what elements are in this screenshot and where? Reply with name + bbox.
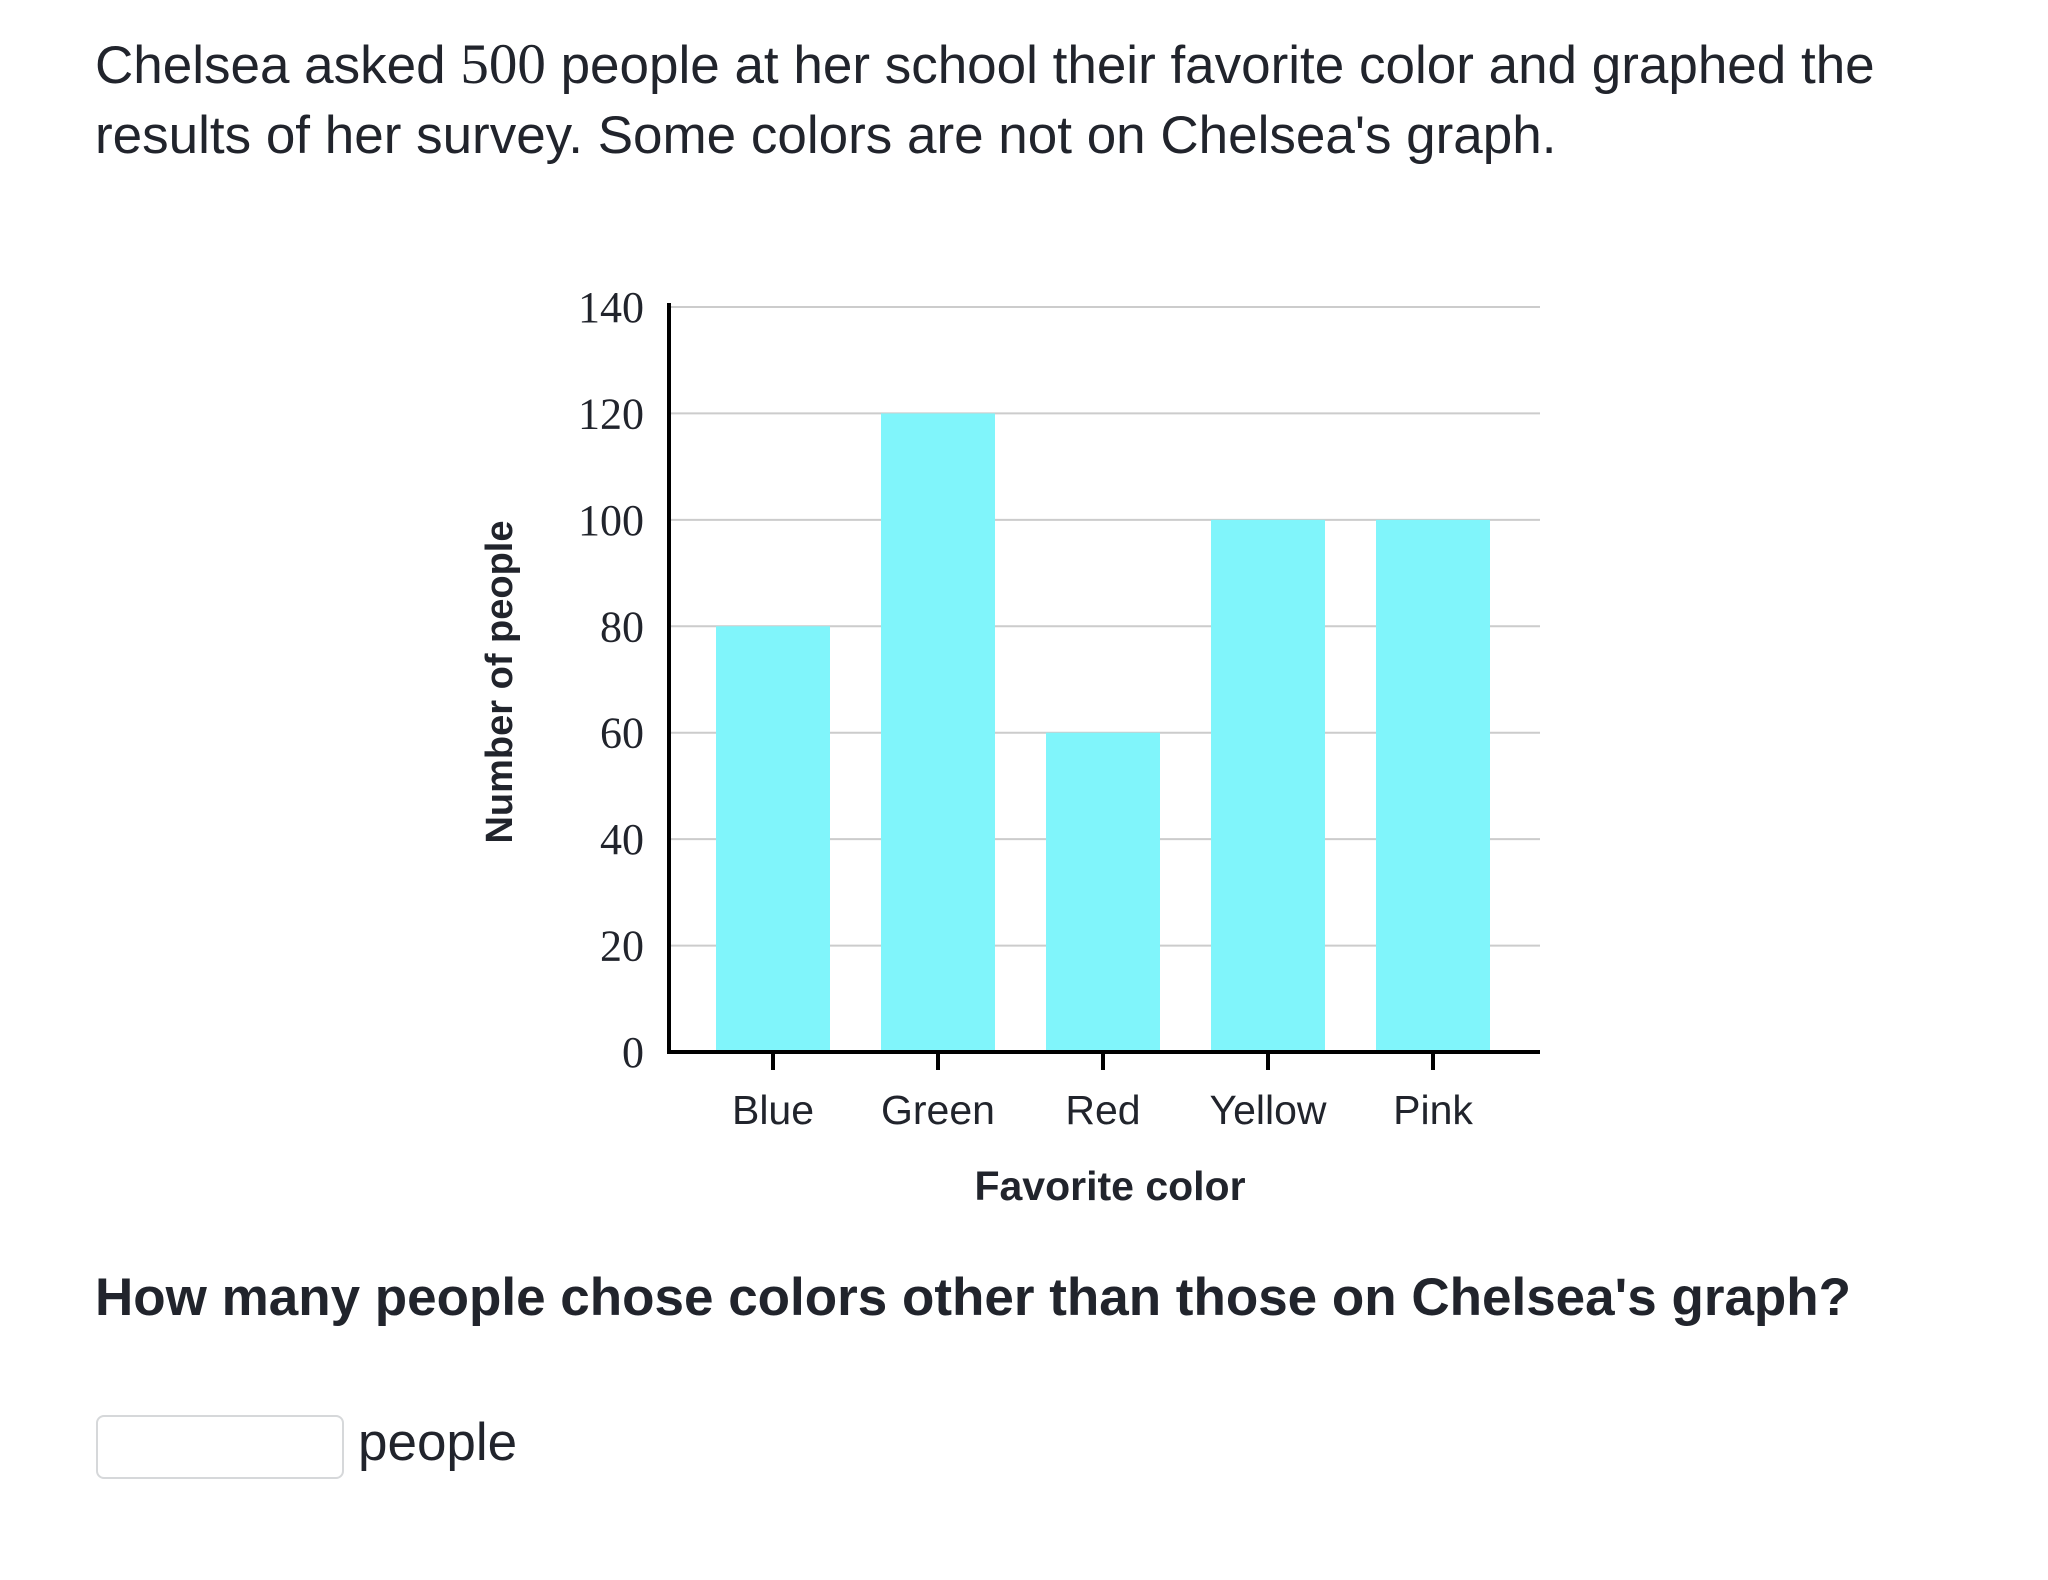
problem-statement: Chelsea asked 500 people at her school t…: [95, 30, 1995, 171]
problem-text-start: Chelsea asked: [95, 36, 461, 95]
y-tick-label: 100: [578, 496, 644, 545]
total-people-number: 500: [460, 33, 546, 96]
x-tick-label: Red: [1065, 1087, 1140, 1133]
x-axis-title: Favorite color: [974, 1163, 1245, 1209]
y-tick-label: 0: [622, 1028, 644, 1077]
y-tick-label: 40: [600, 815, 644, 864]
bar-red: [1046, 732, 1160, 1052]
y-tick-label: 140: [578, 283, 644, 332]
bar-chart: 0 20 40 60 80 100 120 140 Blue Green Red Yellow Pink…: [479, 283, 1540, 1209]
bar-blue: [716, 626, 830, 1052]
bar-pink: [1376, 519, 1490, 1052]
bar-yellow: [1211, 519, 1325, 1052]
x-tick-label: Green: [881, 1087, 995, 1133]
answer-input[interactable]: [96, 1415, 344, 1479]
question-text: How many people chose colors other than …: [95, 1268, 1852, 1327]
y-tick-label: 120: [578, 389, 644, 438]
y-tick-label: 80: [600, 602, 644, 651]
x-tick-label: Pink: [1393, 1087, 1473, 1133]
axes: [667, 303, 1540, 1070]
x-tick-label: Yellow: [1209, 1087, 1326, 1133]
bars: [716, 413, 1490, 1052]
labels: 0 20 40 60 80 100 120 140 Blue Green Red Yellow Pink…: [479, 283, 1473, 1209]
x-tick-label: Blue: [732, 1087, 814, 1133]
y-axis-title: Number of people: [479, 520, 521, 843]
bar-green: [881, 413, 995, 1052]
y-tick-label: 60: [600, 709, 644, 758]
y-tick-label: 20: [600, 922, 644, 971]
problem-text-end: people at her school their favorite colo…: [95, 36, 1875, 165]
answer-unit-label: people: [358, 1413, 518, 1472]
